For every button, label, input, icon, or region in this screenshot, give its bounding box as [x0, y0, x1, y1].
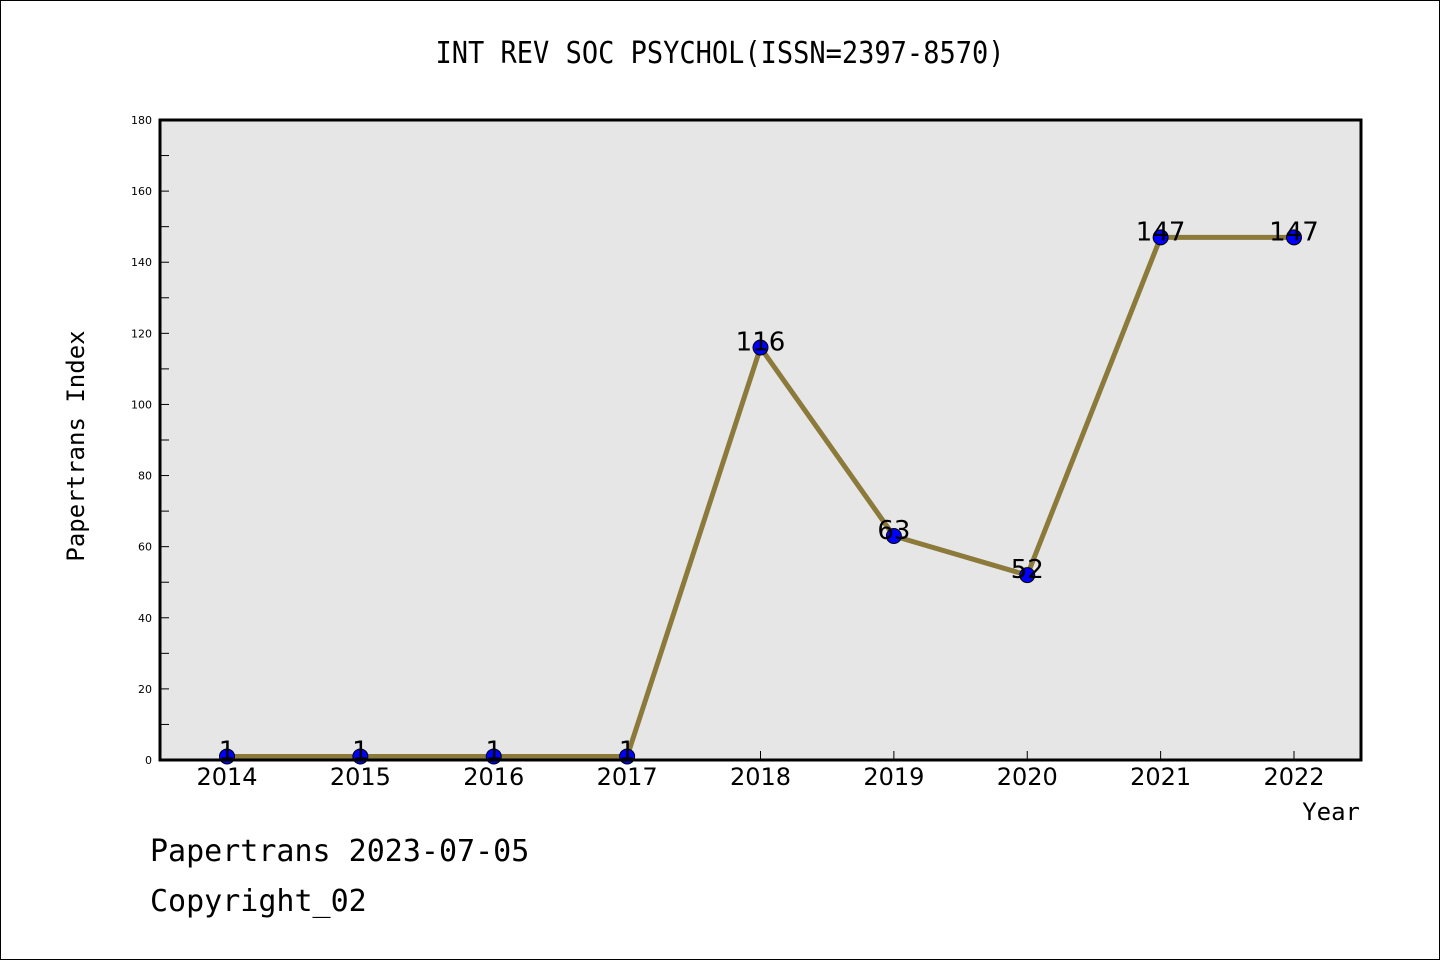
data-point [1152, 229, 1169, 246]
data-label: 63 [877, 516, 910, 546]
y-tick-label: 160 [131, 185, 152, 198]
data-label: 116 [736, 328, 786, 358]
plot-area [160, 120, 1361, 760]
y-tick-label: 120 [131, 327, 152, 340]
x-tick-label: 2018 [730, 763, 791, 791]
y-tick-label: 0 [145, 754, 152, 767]
footer-copyright: Copyright_02 [150, 884, 367, 919]
data-point [1286, 229, 1302, 246]
x-tick-label: 2021 [1130, 763, 1191, 791]
y-tick-label: 80 [138, 470, 152, 483]
plot-border [158, 118, 1363, 762]
data-point [1019, 567, 1036, 584]
y-tick-label: 60 [138, 541, 152, 554]
data-label: 52 [1011, 555, 1044, 585]
footer-date: Papertrans 2023-07-05 [150, 834, 530, 869]
data-point [752, 339, 769, 356]
x-tick-label: 2014 [196, 763, 257, 791]
x-tick-label: 2015 [330, 763, 391, 791]
x-tick-label: 2020 [997, 763, 1058, 791]
x-tick-label: 2019 [863, 763, 924, 791]
x-tick-label: 2022 [1263, 763, 1324, 791]
data-point [885, 528, 902, 544]
data-label: 1 [485, 736, 502, 766]
x-tick-label: 2017 [597, 763, 658, 791]
chart-title: INT REV SOC PSYCHOL(ISSN=2397-8570) [435, 36, 1005, 71]
data-label: 1 [219, 736, 236, 766]
data-label: 1 [352, 736, 369, 766]
y-tick-label: 180 [131, 114, 152, 127]
y-tick-label: 140 [131, 256, 152, 269]
y-tick-label: 40 [138, 612, 152, 625]
x-tick-label: 2016 [463, 763, 524, 791]
data-label: 147 [1269, 217, 1319, 247]
y-tick-label: 100 [131, 398, 152, 411]
y-tick-label: 20 [138, 683, 152, 696]
data-label: 147 [1136, 217, 1186, 247]
x-axis-label: Year [1302, 798, 1360, 826]
data-label: 1 [619, 736, 636, 766]
